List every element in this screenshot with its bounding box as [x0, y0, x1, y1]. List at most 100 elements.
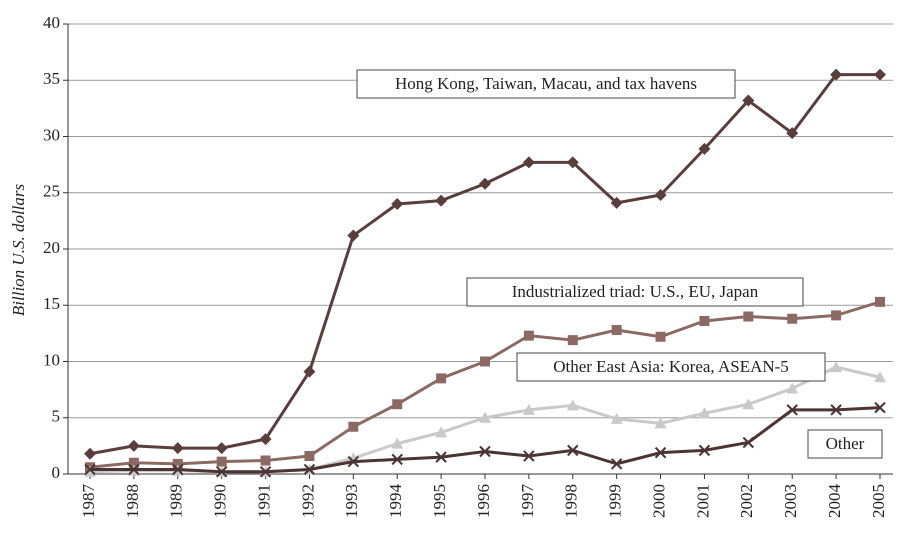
- marker: [698, 444, 711, 457]
- marker: [84, 463, 96, 476]
- marker: [522, 156, 535, 169]
- marker: [743, 311, 754, 322]
- marker: [259, 433, 272, 446]
- marker: [742, 436, 755, 449]
- marker: [611, 325, 622, 335]
- marker: [786, 404, 798, 416]
- x-tick-label: 1991: [254, 484, 273, 518]
- marker: [347, 455, 360, 468]
- marker: [303, 365, 316, 378]
- series-label: Other: [826, 434, 865, 453]
- marker: [875, 296, 885, 307]
- marker: [610, 458, 623, 470]
- marker: [215, 466, 228, 478]
- y-axis-label: Billion U.S. dollars: [9, 184, 28, 317]
- x-tick-label: 2001: [693, 484, 712, 518]
- marker: [128, 463, 140, 476]
- marker: [172, 463, 184, 476]
- marker: [522, 403, 535, 415]
- marker: [127, 439, 140, 452]
- marker: [391, 198, 404, 210]
- marker: [786, 127, 799, 140]
- marker: [216, 456, 227, 467]
- marker: [215, 442, 228, 455]
- x-tick-label: 1992: [298, 484, 317, 518]
- marker: [566, 399, 579, 411]
- series-label: Hong Kong, Taiwan, Macau, and tax havens: [395, 74, 697, 93]
- series-label: Other East Asia: Korea, ASEAN-5: [553, 357, 789, 376]
- series-label: Industrialized triad: U.S., EU, Japan: [512, 282, 759, 301]
- x-tick-label: 1997: [518, 484, 537, 519]
- x-tick-label: 1988: [123, 484, 142, 518]
- marker: [128, 457, 139, 468]
- annotation-box: [807, 429, 883, 459]
- x-tick-label: 1996: [474, 484, 493, 518]
- marker: [830, 68, 843, 81]
- marker: [348, 421, 359, 432]
- marker: [259, 466, 272, 478]
- marker: [742, 94, 755, 107]
- marker: [435, 194, 448, 207]
- x-tick-label: 1990: [211, 484, 230, 518]
- marker: [84, 447, 96, 460]
- x-tick-label: 2005: [869, 484, 888, 518]
- marker: [435, 426, 448, 438]
- marker: [698, 142, 711, 155]
- annotation-box: [516, 352, 826, 382]
- marker: [698, 407, 711, 419]
- x-tick-label: 1993: [342, 484, 361, 518]
- marker: [610, 412, 623, 424]
- y-tick-label: 25: [43, 182, 60, 201]
- marker: [523, 330, 534, 341]
- y-tick-label: 10: [43, 350, 60, 369]
- marker: [391, 437, 404, 449]
- marker: [699, 316, 710, 326]
- y-tick-label: 40: [43, 13, 60, 32]
- marker: [479, 177, 491, 190]
- x-tick-label: 1994: [386, 484, 405, 519]
- marker: [480, 356, 490, 367]
- marker: [566, 156, 579, 169]
- marker: [567, 444, 579, 457]
- y-tick-label: 5: [52, 407, 61, 426]
- marker: [347, 229, 360, 242]
- x-tick-label: 2002: [737, 484, 756, 518]
- marker: [523, 450, 535, 462]
- x-tick-label: 1999: [606, 484, 625, 518]
- marker: [172, 458, 183, 469]
- x-tick-label: 2004: [825, 484, 844, 519]
- y-tick-label: 0: [52, 463, 61, 482]
- marker: [610, 196, 623, 209]
- marker: [303, 463, 316, 476]
- y-tick-label: 15: [43, 294, 60, 313]
- marker: [567, 335, 578, 346]
- marker: [787, 313, 798, 324]
- marker: [874, 68, 886, 81]
- series-line: [89, 300, 881, 469]
- y-tick-label: 35: [43, 69, 60, 88]
- marker: [830, 361, 843, 373]
- marker: [479, 445, 491, 458]
- marker: [830, 404, 842, 416]
- x-tick-label: 1989: [167, 484, 186, 518]
- marker: [84, 465, 96, 477]
- marker: [392, 399, 403, 410]
- y-tick-label: 30: [43, 125, 60, 144]
- x-tick-label: 1995: [430, 484, 449, 518]
- marker: [874, 401, 886, 414]
- x-tick-label: 2000: [649, 484, 668, 518]
- marker: [654, 417, 667, 429]
- marker: [874, 371, 886, 383]
- annotation-box: [466, 277, 804, 307]
- marker: [171, 442, 184, 455]
- marker: [304, 451, 315, 461]
- x-tick-label: 2003: [781, 484, 800, 518]
- marker: [391, 453, 403, 466]
- annotation-box: [356, 69, 736, 99]
- x-tick-label: 1987: [79, 484, 98, 519]
- y-tick-label: 20: [43, 238, 60, 257]
- series-line: [89, 73, 880, 456]
- marker: [742, 398, 755, 410]
- marker: [654, 446, 667, 459]
